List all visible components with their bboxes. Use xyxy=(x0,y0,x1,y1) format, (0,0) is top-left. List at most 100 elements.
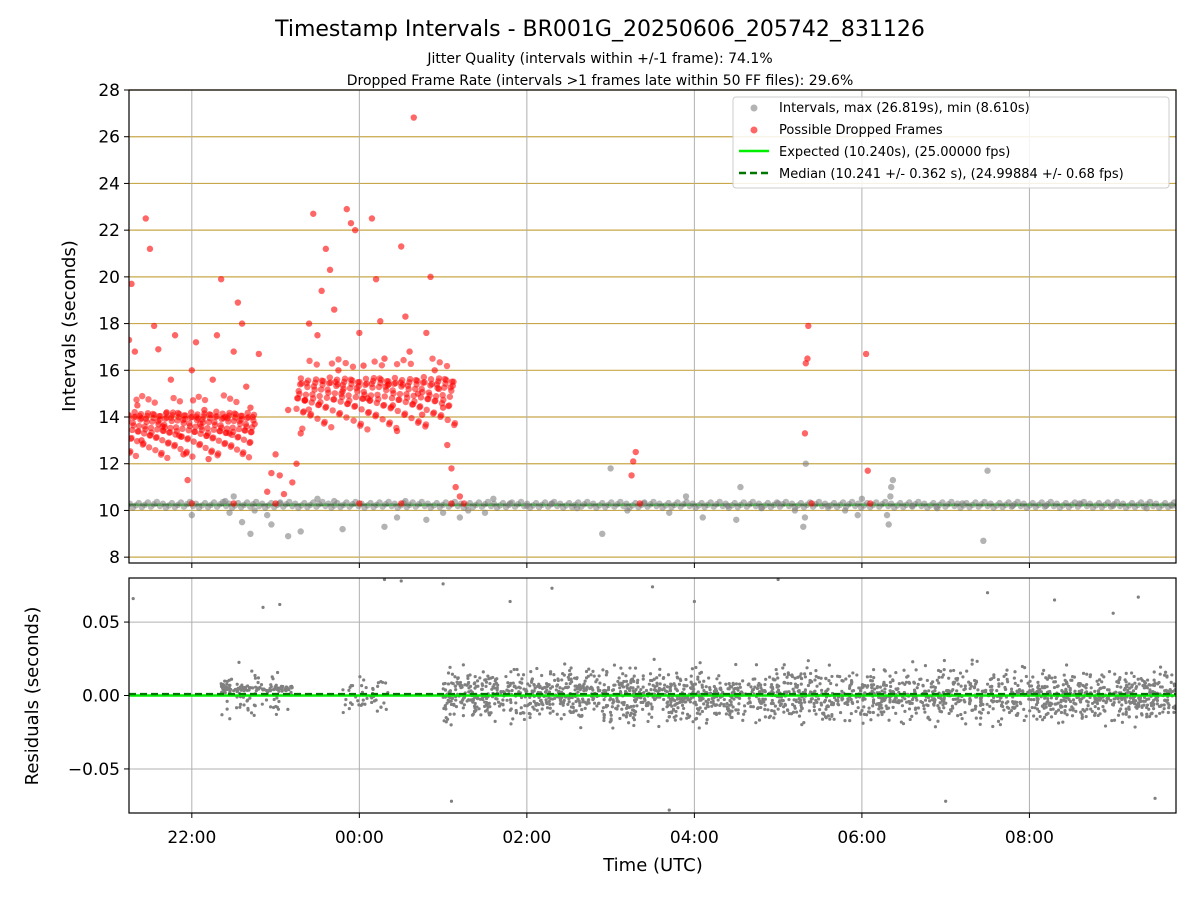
residual-point xyxy=(741,679,745,683)
residual-point xyxy=(1018,689,1022,693)
dropped-frame-point xyxy=(351,226,359,234)
residual-point xyxy=(635,704,639,708)
residual-point xyxy=(1060,688,1064,693)
residual-point xyxy=(1070,714,1075,718)
intervals-y-tick-label: 12 xyxy=(98,455,120,475)
residual-point xyxy=(1085,707,1089,711)
residual-point xyxy=(878,704,882,708)
residual-point xyxy=(827,663,831,667)
residual-point xyxy=(803,700,807,704)
residual-point xyxy=(602,712,606,717)
residual-point xyxy=(621,713,626,717)
residual-point xyxy=(1123,696,1127,700)
residual-point xyxy=(1145,712,1149,716)
dropped-frame-point xyxy=(159,437,166,444)
dropped-frame-point xyxy=(138,414,145,422)
residual-point xyxy=(942,658,946,663)
dropped-frame-point xyxy=(322,403,330,410)
dropped-frame-point xyxy=(116,431,122,437)
residual-point xyxy=(1075,695,1079,700)
residual-point xyxy=(362,678,366,682)
residual-point xyxy=(441,582,445,586)
residual-point xyxy=(483,678,487,682)
residual-point xyxy=(775,685,779,689)
dropped-frame-point xyxy=(408,414,415,422)
residual-point xyxy=(98,707,101,710)
residual-point xyxy=(778,699,782,703)
residual-point xyxy=(1149,704,1154,708)
residual-point xyxy=(595,704,599,708)
dropped-frame-point xyxy=(171,441,179,449)
residual-point xyxy=(1080,697,1084,701)
residual-point xyxy=(860,708,864,713)
residual-point xyxy=(1059,710,1064,715)
residual-point xyxy=(1097,678,1102,682)
dropped-frame-point xyxy=(343,205,350,213)
residual-point xyxy=(827,679,831,683)
residual-point xyxy=(508,698,513,702)
interval-point xyxy=(889,476,897,484)
residual-point xyxy=(910,714,914,718)
dropped-frame-point xyxy=(238,416,245,423)
residual-point xyxy=(616,704,620,708)
residual-point xyxy=(466,682,470,686)
residual-point xyxy=(954,702,958,706)
dropped-frame-point xyxy=(393,427,401,435)
interval-point xyxy=(885,521,892,528)
residual-point xyxy=(876,713,880,717)
residual-point xyxy=(290,686,294,690)
residual-point xyxy=(679,698,683,702)
residual-point xyxy=(1172,710,1176,714)
residual-point xyxy=(764,677,768,681)
residual-point xyxy=(245,684,250,688)
residual-point xyxy=(604,673,608,677)
residual-point xyxy=(1013,681,1017,685)
residual-point xyxy=(1013,670,1017,674)
residual-point xyxy=(1053,711,1058,715)
residual-point xyxy=(1098,686,1102,691)
residual-point xyxy=(538,712,542,716)
residual-point xyxy=(756,706,760,710)
residuals-panel: −0.050.000.05 22:00 00:00 02:00 04:00 06:00 0… xyxy=(22,577,1177,876)
residual-point xyxy=(577,713,581,717)
residual-point xyxy=(802,697,806,702)
dropped-frame-point xyxy=(150,414,157,422)
residual-point xyxy=(551,702,555,706)
residual-point xyxy=(676,706,680,710)
dropped-frame-point xyxy=(435,385,443,393)
residual-point xyxy=(810,697,814,701)
residual-point xyxy=(688,700,693,704)
residual-point xyxy=(799,682,803,686)
dropped-frame-point xyxy=(325,389,332,396)
residual-point xyxy=(1102,685,1106,690)
residual-point xyxy=(747,682,751,686)
residual-point xyxy=(561,671,565,676)
dropped-frame-point xyxy=(456,493,464,500)
residual-point xyxy=(641,685,645,689)
dropped-frame-point xyxy=(255,350,263,358)
residual-point xyxy=(1147,707,1151,711)
residual-point xyxy=(574,709,578,713)
dropped-frame-point xyxy=(326,374,333,381)
dropped-frame-point xyxy=(151,399,158,406)
residual-point xyxy=(809,700,813,704)
residual-point xyxy=(523,704,527,708)
residual-point xyxy=(879,696,883,700)
residual-point xyxy=(897,701,901,705)
residual-point xyxy=(562,712,566,717)
residual-point xyxy=(851,671,855,675)
residual-point xyxy=(521,673,526,677)
residual-point xyxy=(574,699,578,704)
legend-label-expected: Expected (10.240s), (25.00000 fps) xyxy=(779,145,1010,160)
residual-point xyxy=(1035,707,1040,711)
residual-point xyxy=(235,689,239,694)
residual-point xyxy=(450,672,455,676)
residual-point xyxy=(844,677,848,681)
dropped-frame-point xyxy=(406,348,413,355)
residual-point xyxy=(1152,670,1156,674)
residual-point xyxy=(235,682,239,686)
residual-point xyxy=(480,696,485,700)
dropped-frame-point xyxy=(272,451,279,458)
residual-point xyxy=(554,688,558,692)
dropped-frame-point xyxy=(117,427,123,433)
